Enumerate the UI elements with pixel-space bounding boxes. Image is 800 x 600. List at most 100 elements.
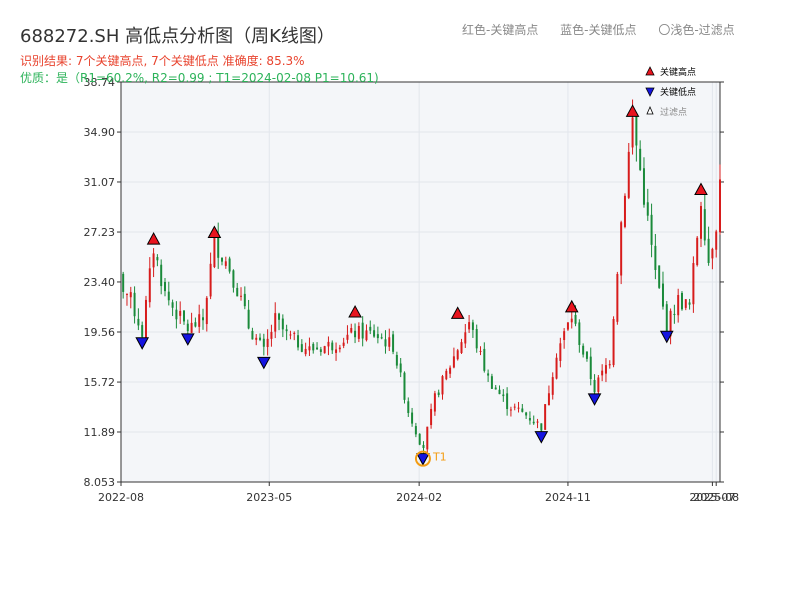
candle-body [620, 222, 623, 276]
candle-body [604, 365, 607, 374]
candle-body [354, 330, 357, 338]
candle-body [711, 248, 714, 259]
candle-body [190, 322, 193, 333]
candle-body [243, 293, 246, 307]
candle-body [209, 263, 212, 297]
candle-body [517, 407, 520, 409]
candle-body [403, 372, 406, 400]
candle-body [304, 348, 307, 355]
candle-body [411, 412, 414, 424]
candle-body [422, 444, 425, 449]
candle-body [202, 317, 205, 321]
candle-body [327, 341, 330, 347]
candle-body [262, 338, 265, 347]
candle-body [255, 337, 258, 340]
candle-body [445, 370, 448, 380]
candle-body [498, 389, 501, 395]
candle-body [471, 322, 474, 330]
candle-body [616, 274, 619, 322]
candle-body [494, 387, 497, 390]
candle-body [574, 314, 577, 324]
top-legend-red: 红色-关键高点 [462, 23, 539, 37]
candle-body [236, 287, 239, 297]
y-tick-label: 38.74 [84, 76, 116, 89]
x-tick-label: 2025-07 [689, 491, 735, 504]
candle-body [490, 376, 493, 389]
candle-body [509, 409, 512, 411]
key-low-marker [135, 337, 150, 350]
candle-body [452, 356, 455, 368]
candle-body [407, 401, 410, 414]
candle-body [483, 348, 486, 371]
candle-body [555, 357, 558, 379]
candle-body [658, 265, 661, 288]
candle-body [122, 273, 125, 292]
candle-body [707, 238, 710, 263]
candle-body [464, 332, 467, 344]
candle-body [582, 345, 585, 355]
candle-body [589, 356, 592, 380]
key-low-marker [534, 431, 549, 444]
candle-body [677, 295, 680, 316]
candle-body [544, 404, 547, 430]
legend-low-marker [645, 87, 655, 97]
candle-body [270, 331, 273, 339]
candle-body [395, 354, 398, 366]
legend-filtered-marker [646, 105, 654, 115]
candle-body [323, 346, 326, 354]
candle-body [597, 377, 600, 392]
candle-body [167, 291, 170, 301]
candle-body [585, 351, 588, 359]
candle-body [148, 268, 151, 303]
key-low-marker [256, 356, 271, 370]
candle-body [388, 337, 391, 347]
key-high-marker [625, 104, 640, 117]
candle-body [612, 319, 615, 366]
candle-body [639, 148, 642, 170]
candle-body [198, 314, 201, 327]
candle-body [680, 292, 683, 310]
candle-body [133, 292, 136, 317]
candle-body [289, 334, 292, 336]
candle-body [361, 322, 364, 339]
candle-body [627, 151, 630, 198]
candle-body [221, 257, 224, 262]
candle-body [563, 331, 566, 341]
candle-body [646, 202, 649, 216]
candle-body [297, 335, 300, 348]
top-legend: 红色-关键高点 蓝色-关键低点 〇浅色-过滤点 [462, 21, 753, 38]
candle-body [316, 347, 319, 350]
candle-body [213, 234, 216, 268]
candle-body [699, 206, 702, 239]
candle-body [532, 421, 535, 424]
candle-body [182, 310, 185, 322]
candle-body [665, 304, 668, 334]
key-high-marker [694, 182, 708, 196]
x-tick-label: 2023-05 [246, 491, 292, 504]
y-tick-label: 19.56 [84, 326, 116, 339]
key-high-marker [207, 225, 222, 239]
y-tick-label: 34.90 [84, 126, 116, 139]
candle-body [547, 393, 550, 406]
candle-body [373, 330, 376, 337]
candle-body [152, 253, 155, 268]
candle-body [703, 209, 706, 241]
candle-body [232, 270, 235, 288]
key-high-marker [450, 306, 465, 319]
candle-body [380, 337, 383, 339]
candle-body [175, 309, 178, 320]
candle-body [468, 322, 471, 330]
candle-body [631, 117, 634, 148]
candle-body [426, 426, 429, 450]
candle-body [513, 406, 516, 408]
candle-body [430, 408, 433, 426]
t1-label: T1 [432, 451, 447, 464]
candle-body [502, 394, 505, 397]
candle-body [475, 329, 478, 349]
candle-body [566, 322, 569, 330]
candle-body [319, 349, 322, 352]
candle-body [224, 261, 227, 266]
candle-body [692, 263, 695, 305]
candle-body [228, 258, 231, 272]
